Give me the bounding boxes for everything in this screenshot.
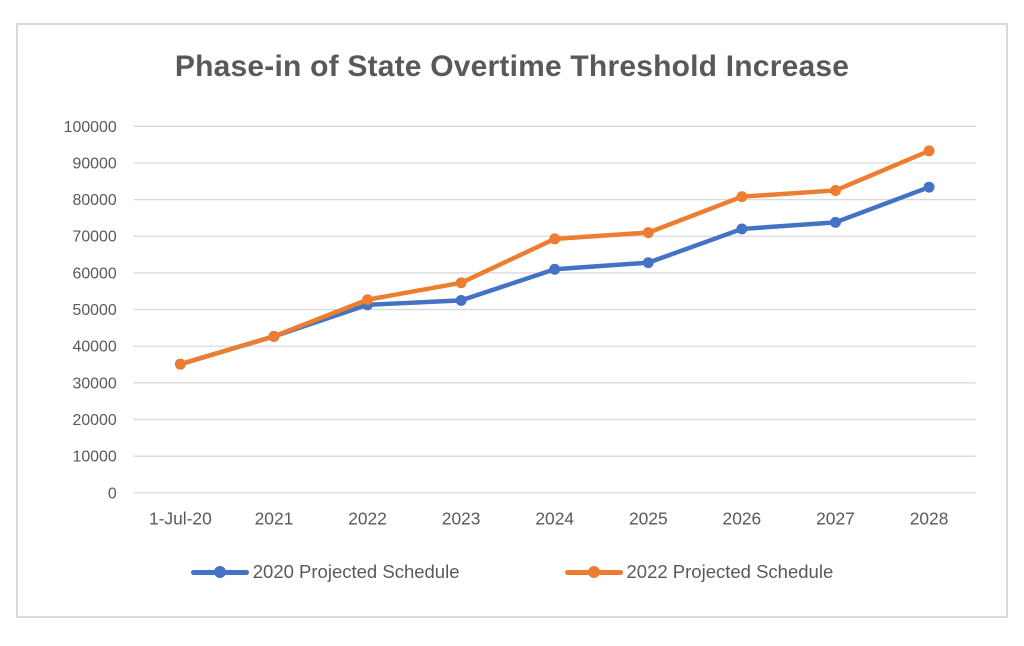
x-axis-tick-label: 2026 <box>723 509 762 529</box>
y-axis-tick-label: 80000 <box>73 192 117 209</box>
data-point-marker-series-0 <box>455 294 467 306</box>
legend-item-2020-schedule: 2020 Projected Schedule <box>190 561 460 583</box>
series-line-0 <box>178 184 932 367</box>
legend-sample-2022 <box>564 566 623 579</box>
data-point-marker-series-0 <box>923 181 935 193</box>
data-point-marker-series-1 <box>736 191 748 203</box>
y-axis-tick-label: 100000 <box>64 119 117 136</box>
y-axis-tick-label: 30000 <box>73 375 117 392</box>
y-axis-tick-label: 10000 <box>73 449 117 466</box>
data-point-marker-series-0 <box>549 263 561 275</box>
chart-container: Phase-in of State Overtime Threshold Inc… <box>16 23 1008 618</box>
x-axis-tick-label: 2028 <box>910 509 949 529</box>
legend-marker-dot <box>587 566 600 578</box>
data-point-marker-series-0 <box>736 223 748 235</box>
legend-label-2022-schedule: 2022 Projected Schedule <box>626 561 834 582</box>
data-point-marker-series-1 <box>549 233 561 245</box>
x-axis-tick-label: 2023 <box>442 509 481 529</box>
chart-legend: 2020 Projected Schedule 2022 Projected S… <box>18 561 1006 583</box>
legend-item-2022-schedule: 2022 Projected Schedule <box>564 561 834 583</box>
data-point-marker-series-1 <box>642 227 654 239</box>
legend-label-2020-schedule: 2020 Projected Schedule <box>252 561 460 582</box>
y-axis-tick-label: 0 <box>108 485 117 502</box>
data-point-marker-series-1 <box>362 294 373 306</box>
plot-svg: 0 10000 20000 30000 40000 50000 60000 70000 8000… <box>64 119 976 529</box>
y-axis-tick-label: 20000 <box>73 412 117 429</box>
y-axis-tick-label: 90000 <box>73 155 117 172</box>
chart-title: Phase-in of State Overtime Threshold Inc… <box>174 50 850 83</box>
data-point-marker-series-1 <box>174 358 186 370</box>
legend-marker-dot <box>213 566 226 578</box>
data-point-marker-series-0 <box>830 216 841 228</box>
x-axis-tick-label: 2021 <box>255 509 294 529</box>
y-axis-tick-label: 60000 <box>73 265 117 282</box>
data-point-marker-series-0 <box>642 257 654 269</box>
data-point-marker-series-1 <box>268 330 280 342</box>
data-point-marker-series-1 <box>830 184 841 196</box>
y-axis-tick-label: 50000 <box>73 302 117 319</box>
data-point-marker-series-1 <box>923 145 935 157</box>
y-axis-tick-label: 70000 <box>73 229 117 246</box>
y-axis-tick-label: 40000 <box>73 339 117 356</box>
x-axis-tick-label: 2027 <box>816 509 855 529</box>
legend-sample-2020 <box>190 566 249 579</box>
data-point-marker-series-1 <box>455 277 467 289</box>
x-axis-tick-label: 2024 <box>535 509 574 529</box>
x-axis-tick-label: 2025 <box>629 509 668 529</box>
x-axis-tick-label: 1-Jul-20 <box>149 509 212 529</box>
x-axis-tick-label: 2022 <box>348 509 387 529</box>
